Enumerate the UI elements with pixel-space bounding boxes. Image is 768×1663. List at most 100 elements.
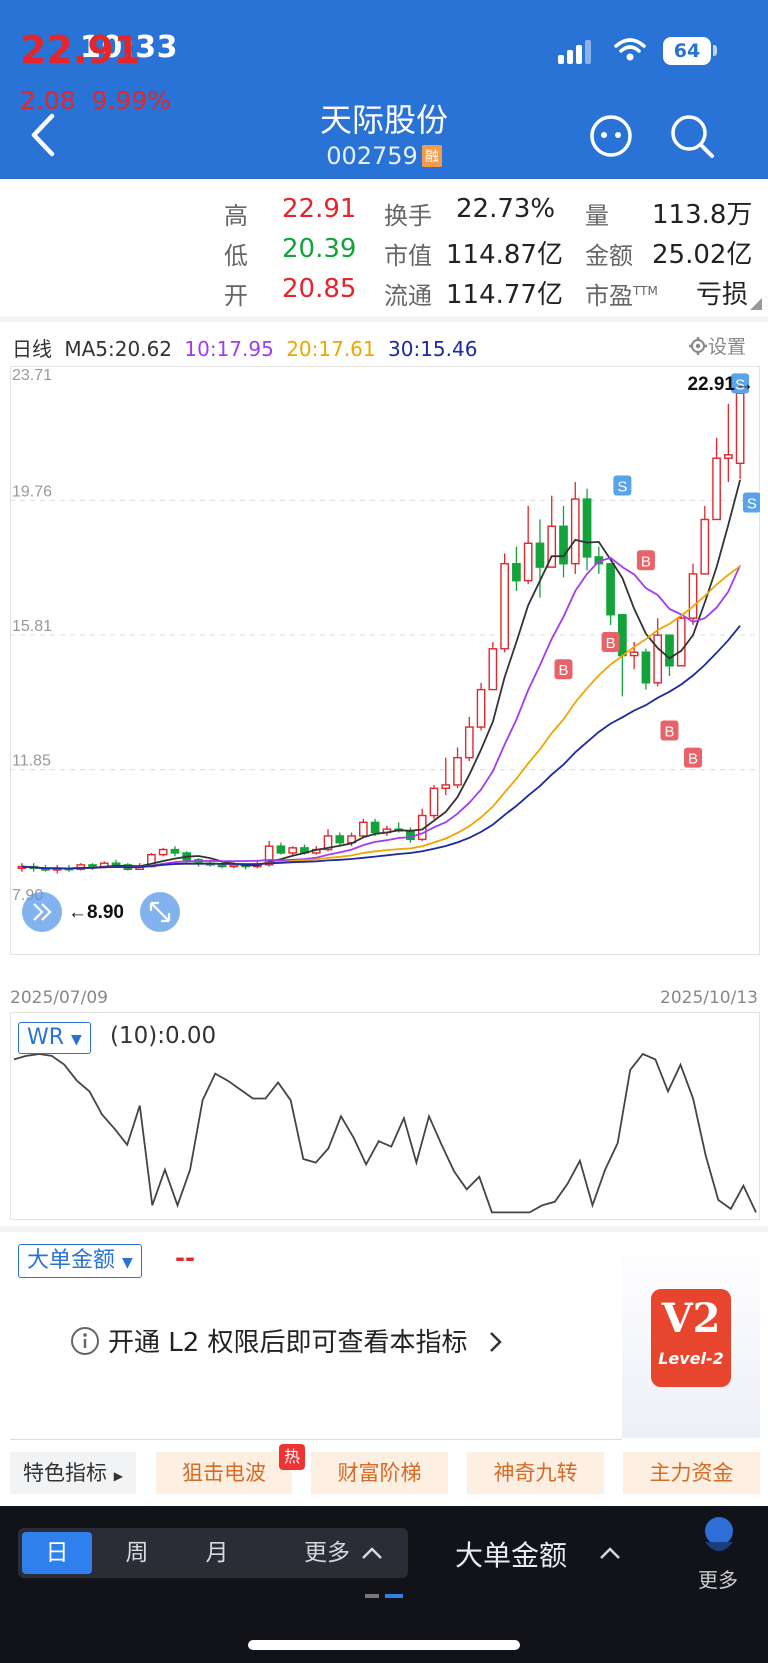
marker-label: B <box>606 635 616 652</box>
y-tick-label: 23.71 <box>12 367 52 384</box>
candle-body <box>217 864 227 868</box>
y-tick-label: 11.85 <box>12 753 51 770</box>
settings-button[interactable]: 设置 <box>688 332 746 359</box>
ma30-value: 30:15.46 <box>388 337 478 361</box>
candle-body <box>582 498 592 558</box>
candle-body <box>488 648 498 691</box>
candle-body <box>712 457 721 521</box>
candle-body <box>229 864 239 868</box>
big-order-select[interactable]: 大单金额 ▼ <box>18 1244 142 1278</box>
quote-panel <box>0 179 768 317</box>
y-tick-label: 19.76 <box>12 483 52 500</box>
candle-body <box>735 392 745 465</box>
candle <box>229 861 239 869</box>
marker-box <box>742 492 760 513</box>
ma10-value: 10:17.95 <box>184 337 274 361</box>
level2-badge[interactable]: V2 Level-2 <box>651 1289 731 1387</box>
margin-tag: 融 <box>421 145 442 167</box>
candle-body <box>500 563 509 650</box>
candle-body <box>629 651 639 657</box>
candle-body <box>723 454 733 459</box>
candle <box>76 863 86 871</box>
candle <box>464 716 474 762</box>
expand-corner-icon[interactable] <box>750 298 762 310</box>
chevron-up-icon[interactable] <box>598 1541 622 1565</box>
wr-frame <box>10 1012 760 1220</box>
l2-unlock-link[interactable]: 开通 L2 权限后即可查看本指标 <box>70 1322 506 1359</box>
candle <box>417 808 427 842</box>
candle-body <box>476 688 486 728</box>
divider <box>10 1439 622 1440</box>
marker-label: S <box>617 478 627 495</box>
candle-body <box>158 848 168 856</box>
marker-box <box>613 475 632 496</box>
candle <box>735 392 745 479</box>
marker-label: B <box>558 662 568 679</box>
search-icon[interactable] <box>668 112 716 160</box>
back-icon[interactable] <box>26 112 60 158</box>
sell-marker: S <box>742 492 760 513</box>
period-more[interactable]: 更多 <box>304 1540 350 1566</box>
label-volume: 量 <box>585 202 609 230</box>
candle-body <box>111 862 121 866</box>
more-icon[interactable] <box>702 1516 736 1560</box>
date-end: 2025/10/13 <box>660 988 758 1008</box>
candle <box>665 634 674 677</box>
candle-body <box>370 821 380 834</box>
candle <box>88 863 97 870</box>
candle <box>335 832 345 847</box>
battery-tip <box>713 45 717 56</box>
change-amount: 2.08 <box>20 86 76 115</box>
sell-marker: S <box>731 373 750 394</box>
candle <box>476 682 486 731</box>
gear-icon <box>689 337 707 355</box>
feature-tab-magic-nine[interactable]: 神奇九转 <box>467 1452 604 1494</box>
candle-body <box>276 845 286 854</box>
wifi-icon <box>614 38 646 61</box>
chevron-up-icon[interactable] <box>360 1541 384 1565</box>
more-label[interactable]: 更多 <box>698 1568 738 1592</box>
candle <box>688 563 698 625</box>
marker-box <box>601 631 620 652</box>
feature-tab-special[interactable]: 特色指标 ▶ <box>10 1452 136 1494</box>
value-turnover: 22.73% <box>456 194 556 224</box>
price-change: 2.08 9.99% <box>20 86 171 115</box>
double-chevron-icon <box>33 903 52 921</box>
marker-label: B <box>641 553 651 570</box>
period-week[interactable]: 周 <box>125 1540 149 1566</box>
kline-chart[interactable]: 23.7119.7615.8111.857.90BBBSBBSS22.91→←8… <box>10 366 760 982</box>
chat-icon[interactable] <box>588 113 634 159</box>
candle-body <box>570 498 580 565</box>
feature-tab-wealth[interactable]: 财富阶梯 <box>311 1452 448 1494</box>
battery-icon: 64 <box>663 37 711 65</box>
candle <box>453 747 462 789</box>
candle <box>488 641 498 691</box>
candle <box>606 563 615 625</box>
feature-tab-sniper[interactable]: 狙击电波 <box>156 1452 292 1494</box>
feature-tab-main-fund[interactable]: 主力资金 <box>623 1452 760 1494</box>
bottom-indicator-select[interactable]: 大单金额 <box>455 1539 568 1572</box>
candle <box>582 488 592 571</box>
chart-frame <box>10 366 760 955</box>
period-month[interactable]: 月 <box>205 1540 229 1566</box>
value-low: 20.39 <box>282 234 357 264</box>
candle <box>194 858 203 867</box>
l2-message: 开通 L2 权限后即可查看本指标 <box>108 1328 468 1358</box>
value-open: 20.85 <box>282 274 357 304</box>
current-price: 22.91 <box>20 28 141 72</box>
candle <box>512 546 521 591</box>
chevron-right-icon <box>489 1332 502 1352</box>
ma5-value: MA5:20.62 <box>64 337 173 361</box>
date-start: 2025/07/09 <box>10 988 108 1008</box>
divider <box>0 1226 768 1232</box>
candle-body <box>441 784 451 790</box>
wr-chart[interactable] <box>10 1012 760 1220</box>
candle <box>535 519 545 598</box>
period-day[interactable]: 日 <box>45 1540 69 1566</box>
dropdown-arrow-icon: ▼ <box>71 1032 82 1048</box>
ma30-line <box>21 625 741 870</box>
wr-indicator-select[interactable]: WR ▼ <box>18 1022 91 1054</box>
candle-body <box>512 563 521 582</box>
candle-body <box>653 634 663 684</box>
candle-body <box>676 617 686 667</box>
